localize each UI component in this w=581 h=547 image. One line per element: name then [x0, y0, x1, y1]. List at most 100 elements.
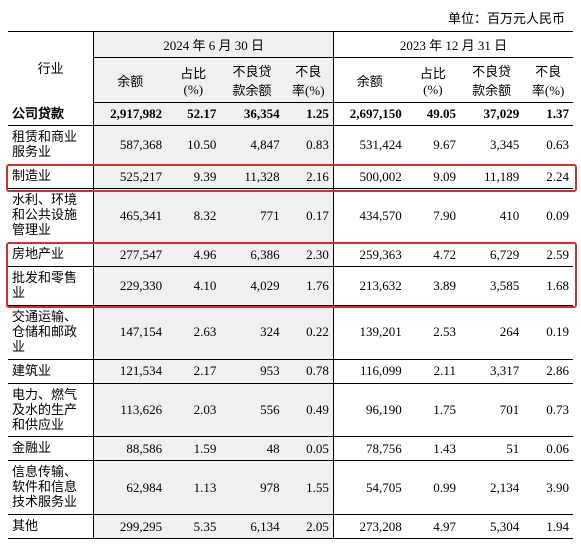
cell-right-2: 410 [460, 189, 523, 243]
cell-left-3: 0.17 [284, 189, 334, 243]
cell-right-2: 264 [460, 305, 523, 359]
cell-left-3: 0.78 [284, 359, 334, 383]
col-industry-header: 行业 [8, 32, 94, 103]
row-industry-name: 建筑业 [8, 359, 94, 383]
table-row: 租赁和商业服务业587,36810.504,8470.83531,4249.67… [8, 126, 573, 165]
cell-left-1: 2.63 [166, 305, 220, 359]
cell-left-3: 1.25 [284, 103, 334, 126]
cell-right-3: 0.09 [523, 189, 573, 243]
table-row: 金融业88,5861.59480.0578,7561.43510.06 [8, 437, 573, 461]
cell-right-0: 259,363 [333, 243, 405, 267]
cell-left-1: 8.32 [166, 189, 220, 243]
financial-table: 行业 2024 年 6 月 30 日 2023 年 12 月 31 日 余额 占… [8, 31, 573, 539]
cell-right-2: 2,134 [460, 461, 523, 515]
cell-right-1: 49.05 [406, 103, 460, 126]
cell-left-0: 62,984 [94, 461, 166, 515]
col-pct-r: 占比(%) [406, 58, 460, 103]
row-industry-name: 交通运输、仓储和邮政业 [8, 305, 94, 359]
cell-right-0: 139,201 [333, 305, 405, 359]
cell-right-1: 2.11 [406, 359, 460, 383]
row-industry-name: 批发和零售业 [8, 267, 94, 306]
period-left-header: 2024 年 6 月 30 日 [94, 32, 334, 58]
cell-left-2: 4,029 [220, 267, 283, 306]
cell-left-3: 2.30 [284, 243, 334, 267]
cell-left-3: 0.83 [284, 126, 334, 165]
cell-right-0: 2,697,150 [333, 103, 405, 126]
cell-left-2: 36,354 [220, 103, 283, 126]
cell-right-2: 11,189 [460, 165, 523, 189]
table-row: 电力、燃气及水的生产和供应业113,6262.035560.4996,1901.… [8, 383, 573, 437]
cell-left-2: 6,386 [220, 243, 283, 267]
cell-left-1: 1.59 [166, 437, 220, 461]
cell-right-0: 531,424 [333, 126, 405, 165]
cell-right-1: 7.90 [406, 189, 460, 243]
cell-right-3: 3.90 [523, 461, 573, 515]
table-row: 公司贷款2,917,98252.1736,3541.252,697,15049.… [8, 103, 573, 126]
cell-left-3: 1.55 [284, 461, 334, 515]
cell-right-3: 1.37 [523, 103, 573, 126]
cell-left-0: 587,368 [94, 126, 166, 165]
cell-right-2: 3,585 [460, 267, 523, 306]
cell-left-0: 229,330 [94, 267, 166, 306]
cell-left-1: 5.35 [166, 515, 220, 539]
cell-right-3: 0.73 [523, 383, 573, 437]
cell-left-2: 48 [220, 437, 283, 461]
row-industry-name: 电力、燃气及水的生产和供应业 [8, 383, 94, 437]
cell-left-3: 2.05 [284, 515, 334, 539]
row-industry-name: 制造业 [8, 165, 94, 189]
row-industry-name: 公司贷款 [8, 103, 94, 126]
col-nplrate-l: 不良率(%) [284, 58, 334, 103]
cell-left-3: 2.16 [284, 165, 334, 189]
cell-right-1: 1.43 [406, 437, 460, 461]
cell-right-2: 37,029 [460, 103, 523, 126]
cell-left-2: 324 [220, 305, 283, 359]
cell-left-1: 9.39 [166, 165, 220, 189]
cell-right-3: 1.68 [523, 267, 573, 306]
col-pct-l: 占比(%) [166, 58, 220, 103]
col-nplrate-r: 不良率(%) [523, 58, 573, 103]
cell-left-0: 525,217 [94, 165, 166, 189]
table-row: 房地产业277,5474.966,3862.30259,3634.726,729… [8, 243, 573, 267]
cell-left-2: 771 [220, 189, 283, 243]
cell-right-1: 4.72 [406, 243, 460, 267]
cell-right-2: 3,317 [460, 359, 523, 383]
cell-left-1: 2.17 [166, 359, 220, 383]
cell-left-2: 978 [220, 461, 283, 515]
cell-left-3: 0.22 [284, 305, 334, 359]
row-industry-name: 金融业 [8, 437, 94, 461]
table-row: 批发和零售业229,3304.104,0291.76213,6323.893,5… [8, 267, 573, 306]
cell-left-3: 1.76 [284, 267, 334, 306]
cell-left-1: 10.50 [166, 126, 220, 165]
cell-left-2: 6,134 [220, 515, 283, 539]
cell-right-2: 5,304 [460, 515, 523, 539]
table-row: 交通运输、仓储和邮政业147,1542.633240.22139,2012.53… [8, 305, 573, 359]
table-header: 行业 2024 年 6 月 30 日 2023 年 12 月 31 日 余额 占… [8, 32, 573, 103]
col-nplbal-r: 不良贷款余额 [460, 58, 523, 103]
row-industry-name: 水利、环境和公共设施管理业 [8, 189, 94, 243]
unit-label: 单位：百万元人民币 [8, 8, 573, 31]
cell-right-3: 0.63 [523, 126, 573, 165]
cell-left-0: 277,547 [94, 243, 166, 267]
cell-right-3: 0.06 [523, 437, 573, 461]
cell-left-3: 0.49 [284, 383, 334, 437]
cell-left-1: 2.03 [166, 383, 220, 437]
cell-left-0: 147,154 [94, 305, 166, 359]
cell-right-2: 701 [460, 383, 523, 437]
cell-left-2: 556 [220, 383, 283, 437]
cell-left-0: 88,586 [94, 437, 166, 461]
cell-left-0: 113,626 [94, 383, 166, 437]
cell-left-0: 2,917,982 [94, 103, 166, 126]
cell-right-2: 6,729 [460, 243, 523, 267]
row-industry-name: 其他 [8, 515, 94, 539]
cell-right-0: 78,756 [333, 437, 405, 461]
cell-right-0: 96,190 [333, 383, 405, 437]
cell-right-2: 51 [460, 437, 523, 461]
col-nplbal-l: 不良贷款余额 [220, 58, 283, 103]
cell-left-1: 1.13 [166, 461, 220, 515]
cell-right-0: 434,570 [333, 189, 405, 243]
cell-right-0: 116,099 [333, 359, 405, 383]
cell-right-3: 1.94 [523, 515, 573, 539]
row-industry-name: 房地产业 [8, 243, 94, 267]
col-balance-l: 余额 [94, 58, 166, 103]
cell-right-1: 1.75 [406, 383, 460, 437]
